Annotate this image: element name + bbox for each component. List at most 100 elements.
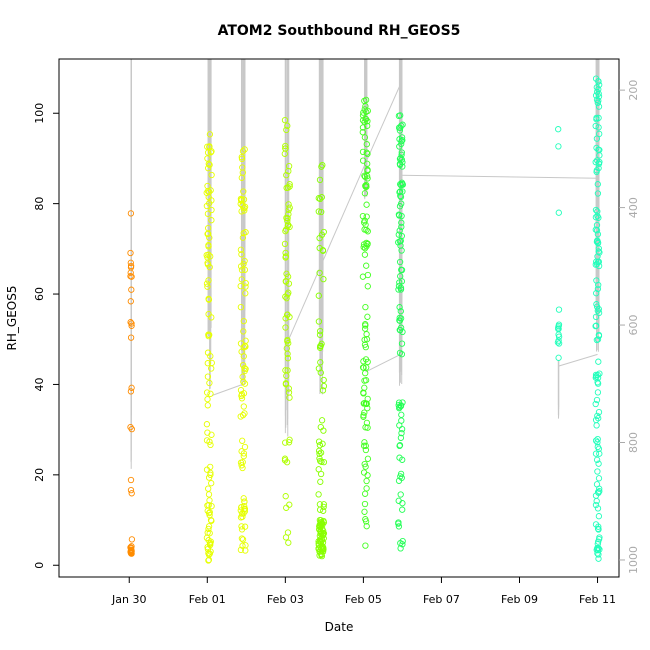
data-point [205,160,212,168]
data-point [595,248,602,255]
data-point [241,443,249,451]
data-point [317,478,324,485]
data-point [283,226,290,233]
data-point [316,450,323,457]
data-point [595,460,602,467]
data-point [315,208,322,215]
data-point [359,364,367,371]
data-point [592,122,599,130]
data-point [239,234,247,241]
data-point [238,348,245,355]
data-point [398,149,405,156]
data-point [208,359,215,367]
data-point [593,221,601,229]
data-point [205,277,212,284]
data-point [596,249,603,256]
data-point [397,402,405,409]
data-point [399,137,406,144]
data-point [320,458,328,466]
data-point [396,317,404,324]
data-point [396,442,404,449]
data-point [398,474,405,481]
data-point [396,238,404,245]
data-point [361,439,368,446]
data-point [238,526,246,533]
data-point [595,526,602,533]
data-point [242,283,249,290]
data-point [593,322,600,329]
data-point [240,495,247,502]
data-point [128,273,135,280]
data-point [315,292,322,299]
data-point [284,122,291,129]
data-point [240,378,247,385]
data-point [595,408,603,416]
data-point [398,232,405,240]
data-point [320,501,328,508]
data-point [239,148,247,155]
data-point [398,219,405,226]
data-point [359,117,367,124]
data-point [238,266,246,274]
data-point [360,243,367,251]
data-point [204,187,212,195]
data-point [596,450,603,457]
data-point [283,171,290,179]
data-point [205,485,212,492]
data-point [364,160,371,167]
y-tick-label: 80 [33,197,46,211]
data-point [363,477,370,485]
data-point [396,349,404,357]
data-point [281,150,288,157]
data-point [364,228,371,235]
data-point [595,305,602,313]
data-point [205,525,212,533]
data-point [241,410,248,417]
data-point [592,226,599,233]
data-point [595,523,602,530]
data-point [238,251,245,258]
data-point [594,439,601,446]
data-point [594,379,601,386]
data-point [396,279,403,286]
data-point [207,441,214,449]
data-point [359,157,367,164]
data-point [593,96,601,103]
data-point [361,134,369,141]
data-point [285,206,292,213]
data-point [204,396,211,403]
data-point [399,181,406,188]
data-point [596,485,603,492]
data-point [592,492,600,499]
y-tick-label: 100 [33,103,46,124]
data-point [399,121,406,128]
data-point [241,146,248,153]
data-point [239,412,247,419]
data-point [237,459,245,466]
data-point [360,109,367,116]
data-point [282,493,289,500]
data-point [320,275,327,283]
data-point [398,200,405,207]
data-point [316,176,324,184]
data-point [240,403,247,410]
data-point [592,400,599,408]
data-point [363,183,370,190]
data-point [315,545,322,552]
data-point [592,450,600,457]
data-point [364,240,371,247]
data-point [208,502,215,510]
data-point [286,436,293,443]
data-point [398,137,405,145]
chart-title: ATOM2 Southbound RH_GEOS5 [218,23,461,39]
data-point [396,304,403,311]
data-point [363,400,370,407]
data-point [596,152,603,159]
data-point [203,252,210,259]
data-point [238,153,245,161]
data-point [594,435,601,443]
data-point [360,241,368,248]
data-point [320,545,327,552]
data-point [397,434,405,441]
data-point [555,340,563,347]
